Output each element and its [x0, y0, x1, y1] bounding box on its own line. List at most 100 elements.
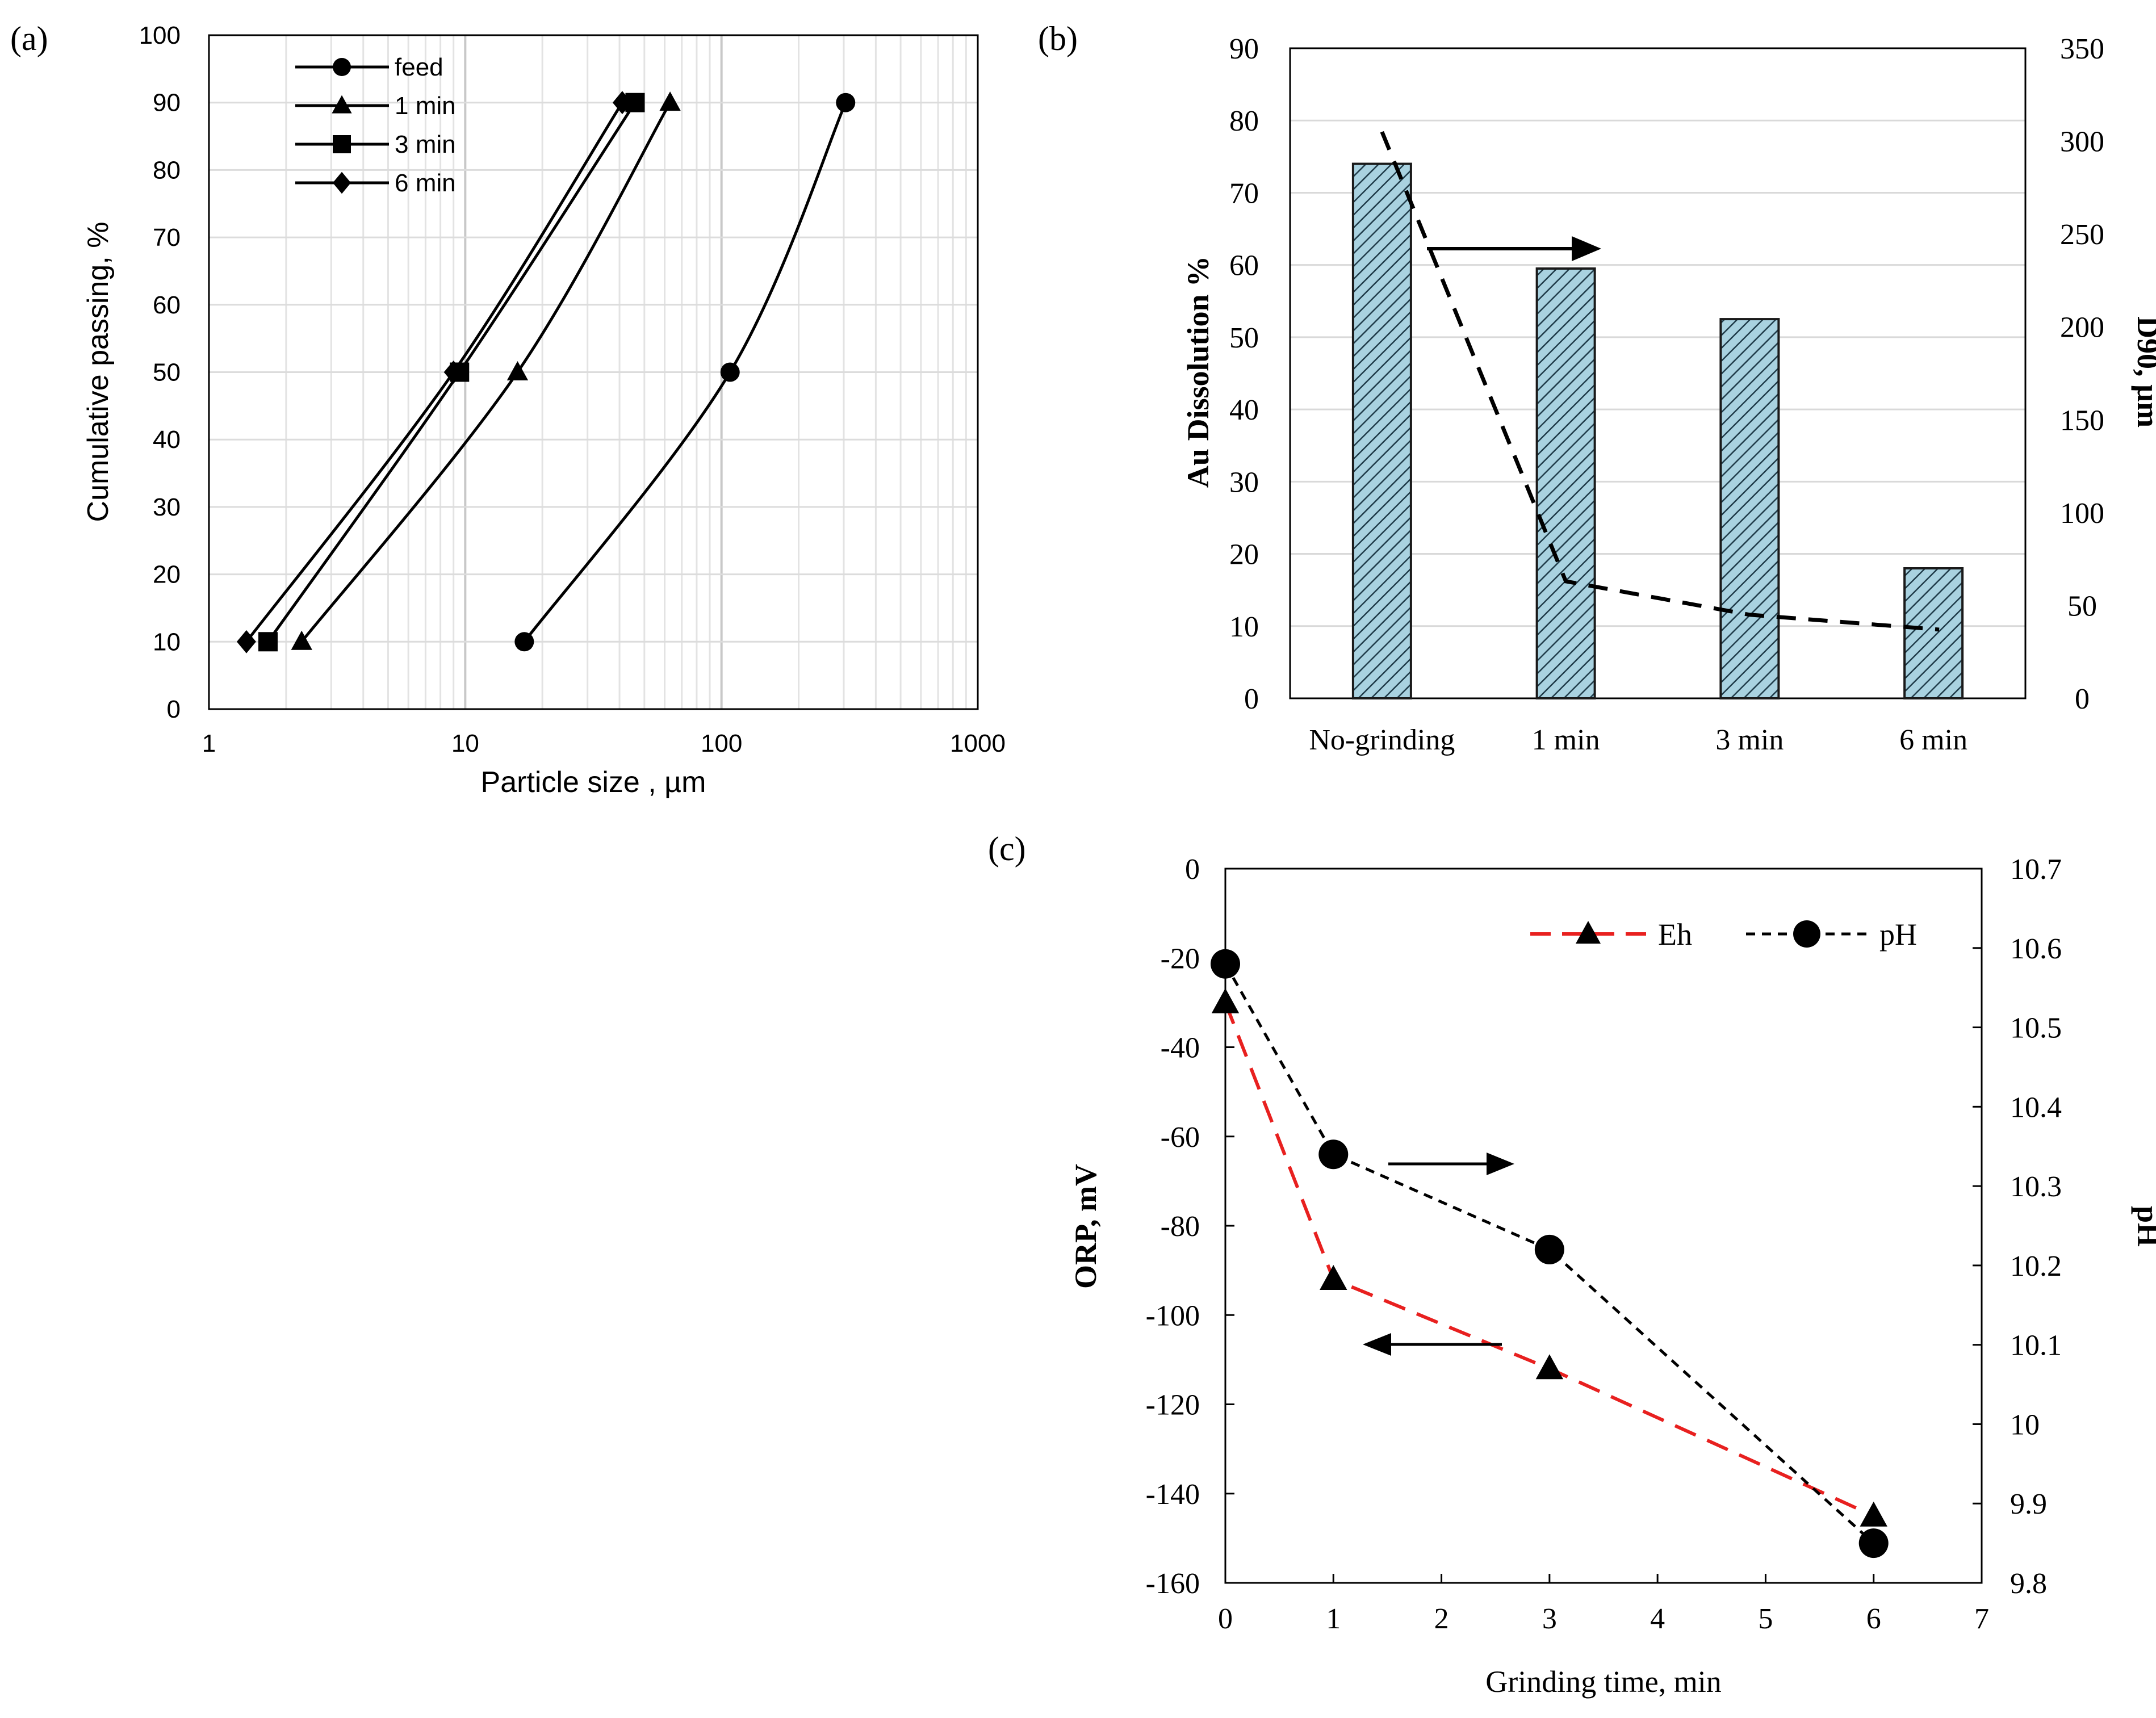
- data-point-feed: [720, 362, 740, 382]
- legend-marker: [333, 171, 351, 194]
- ph-data-point: [1318, 1139, 1349, 1170]
- panel-b-plot-area: [1289, 47, 2027, 699]
- x-tick-label: 100: [701, 730, 742, 757]
- y-tick-label: 30: [153, 493, 181, 521]
- category-label: 6 min: [1899, 724, 1967, 756]
- right-tick-label: 150: [2060, 404, 2104, 437]
- x-tick-label: 1000: [950, 730, 1006, 757]
- panel-a-plot-area: [208, 34, 979, 710]
- panel-c-right-axis-title: pH: [2131, 1206, 2156, 1247]
- right-tick-label: 9.8: [2010, 1568, 2047, 1600]
- legend-label: 1 min: [395, 92, 456, 120]
- left-tick-label: 70: [1229, 177, 1259, 209]
- y-tick-label: 40: [153, 426, 181, 454]
- panel-c: (c) 0-20-40-60-80-100-120-140-160 10.710…: [988, 830, 2156, 1699]
- panel-b-right-tick-labels: 0 50 100 150 200 250 300 350: [2060, 33, 2104, 715]
- category-label: 3 min: [1715, 724, 1784, 756]
- eh-dashed-line: [1224, 1002, 1874, 1518]
- ph-dotted-line: [1224, 963, 1875, 1544]
- left-tick-label: -80: [1161, 1210, 1200, 1243]
- right-tick-label: 9.9: [2010, 1488, 2047, 1520]
- y-tick-label: 20: [153, 561, 181, 589]
- right-tick-label: 50: [2067, 590, 2097, 622]
- panel-c-label: (c): [988, 830, 1026, 868]
- panel-c-arrow-right: [1388, 1153, 1514, 1175]
- eh-data-point: [1211, 988, 1240, 1013]
- panel-b-label: (b): [1038, 20, 1078, 57]
- left-tick-label: 40: [1229, 394, 1259, 426]
- right-tick-label: 200: [2060, 312, 2104, 344]
- left-tick-label: -40: [1161, 1032, 1200, 1065]
- panel-b-right-axis-title: D90, µm: [2131, 316, 2156, 428]
- data-point-1-min: [291, 630, 312, 650]
- left-tick-label: 0: [1185, 853, 1200, 886]
- panel-b-arrow: [1427, 236, 1601, 261]
- eh-data-point: [1320, 1265, 1347, 1290]
- left-tick-label: -140: [1146, 1478, 1200, 1511]
- right-tick-label: 10: [2010, 1409, 2040, 1441]
- category-label: No-grinding: [1309, 724, 1455, 756]
- legend-ph-label: pH: [1879, 917, 1917, 952]
- right-tick-label: 10.2: [2010, 1250, 2062, 1283]
- data-point-6-min: [443, 361, 463, 384]
- right-tick-label: 350: [2060, 33, 2104, 65]
- panel-a-y-tick-labels: 0 10 20 30 40 50 60 70 80 90 100: [139, 22, 181, 723]
- y-tick-label: 60: [153, 291, 181, 319]
- panel-b-bars: [1351, 162, 1964, 699]
- eh-data-point: [1535, 1354, 1564, 1380]
- x-tick-label: 10: [451, 730, 479, 757]
- d90-dashed-line: [1380, 131, 1940, 632]
- left-tick-label: 20: [1229, 539, 1259, 571]
- y-tick-label: 100: [139, 22, 181, 49]
- panel-c-x-axis-title: Grinding time, min: [1485, 1665, 1721, 1699]
- panel-a-label: (a): [10, 20, 48, 57]
- y-tick-label: 50: [153, 359, 181, 387]
- panel-a-series: [236, 91, 856, 653]
- legend-marker: [333, 58, 351, 76]
- bar-6-min: [1903, 567, 1964, 699]
- panel-b-d90-line: [1380, 131, 1940, 632]
- left-tick-label: -160: [1146, 1568, 1200, 1600]
- data-point-1-min: [659, 91, 681, 111]
- data-point-1-min: [506, 361, 529, 380]
- ph-data-point: [1534, 1234, 1564, 1264]
- y-tick-label: 80: [153, 156, 181, 184]
- legend-label: feed: [395, 53, 443, 81]
- bar-3-min: [1719, 318, 1780, 699]
- left-tick-label: 90: [1229, 33, 1259, 65]
- panel-c-left-tick-labels: 0 -20 -40 -60 -80 -100 -120 -140 -160: [1146, 853, 1234, 1600]
- x-tick-label: 4: [1650, 1603, 1665, 1635]
- left-tick-label: 50: [1229, 322, 1259, 354]
- legend-eh-label: Eh: [1658, 917, 1692, 952]
- right-tick-label: 0: [2075, 683, 2090, 715]
- panel-c-plot-area: [1224, 868, 1983, 1584]
- data-point-6-min: [612, 91, 632, 115]
- panel-c-legend: Eh pH: [1530, 917, 1917, 952]
- panel-c-left-axis-title: ORP, mV: [1069, 1164, 1103, 1289]
- data-point-6-min: [236, 630, 256, 653]
- legend-ph-marker: [1793, 920, 1820, 948]
- legend-marker: [333, 135, 351, 153]
- left-tick-label: -20: [1161, 942, 1200, 975]
- left-tick-label: 0: [1244, 683, 1259, 715]
- data-point-feed: [836, 93, 856, 112]
- panel-c-x-tick-labels: 0 1 2 3 4 5 6 7: [1218, 1574, 1989, 1635]
- y-tick-label: 70: [153, 224, 181, 252]
- right-tick-label: 10.7: [2010, 853, 2062, 886]
- category-label: 1 min: [1532, 724, 1600, 756]
- panel-b: (b) 0 10 20 30 40 50 60 70 80 90 0 50 100 150 200 250 3…: [1038, 20, 2156, 756]
- x-tick-label: 6: [1866, 1603, 1881, 1635]
- legend-eh-marker: [1576, 921, 1601, 944]
- right-tick-label: 300: [2060, 126, 2104, 158]
- panel-a-x-axis-title: Particle size , µm: [481, 766, 706, 799]
- data-point-feed: [514, 632, 534, 652]
- bar-1-min: [1535, 267, 1596, 699]
- panel-b-gridlines: [1290, 119, 2025, 627]
- left-tick-label: 80: [1229, 105, 1259, 137]
- data-point-3-min: [258, 632, 278, 652]
- x-tick-label: 1: [1326, 1603, 1341, 1635]
- bar-No-grinding: [1351, 162, 1412, 699]
- panel-a-gridlines: [209, 35, 978, 709]
